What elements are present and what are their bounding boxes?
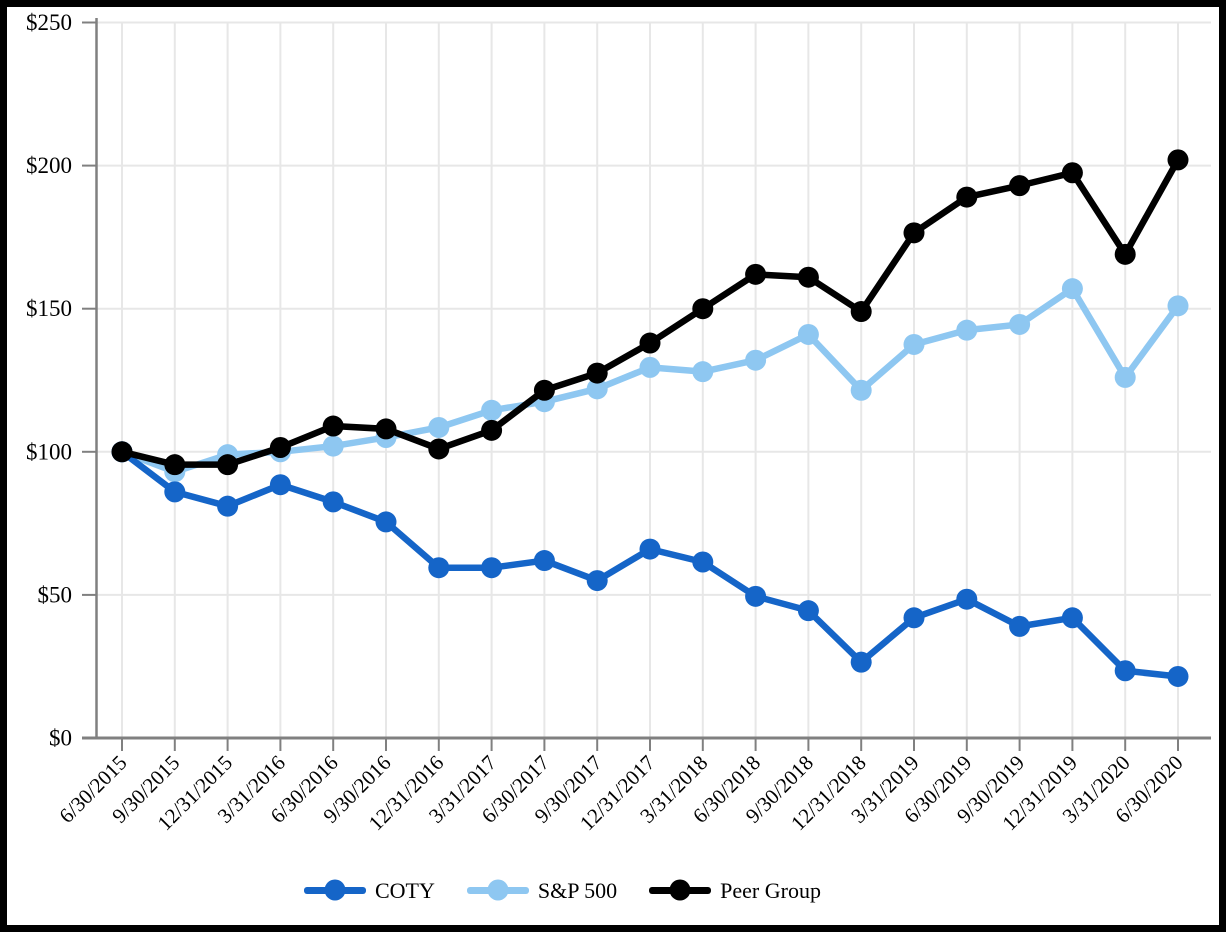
peer-group-marker [322, 415, 344, 437]
coty-marker [797, 600, 819, 622]
s-p-500-marker [956, 319, 978, 341]
peer-group-marker [269, 437, 291, 459]
peer-group-marker [111, 441, 133, 463]
coty-marker [481, 557, 503, 579]
y-tick-label: $200 [26, 153, 72, 178]
coty-marker [1061, 607, 1083, 629]
legend-label-peer-group: Peer Group [720, 878, 821, 903]
s-p-500-marker [481, 399, 503, 421]
coty-marker [850, 651, 872, 673]
s-p-500-marker [586, 378, 608, 400]
peer-group-marker-icon [669, 879, 691, 901]
y-tick-label: $100 [26, 439, 72, 464]
peer-group-line-swatch-icon [649, 879, 712, 901]
s-p-500-marker [745, 349, 767, 371]
s-p-500-marker [1009, 313, 1031, 335]
coty-marker [956, 588, 978, 610]
coty-marker [1114, 660, 1136, 682]
peer-group-marker [1114, 243, 1136, 265]
peer-group-marker [533, 379, 555, 401]
peer-group-marker [1061, 162, 1083, 184]
coty-marker [692, 551, 714, 573]
coty-marker [639, 538, 661, 560]
peer-group-marker [217, 454, 239, 476]
coty-marker [533, 550, 555, 572]
coty-marker [428, 557, 450, 579]
s-p-500-marker [1061, 278, 1083, 300]
s-p-500-marker [1167, 295, 1189, 317]
legend-item-coty: COTY [304, 878, 435, 902]
peer-group-marker [586, 362, 608, 384]
peer-group-marker [797, 266, 819, 288]
y-tick-label: $150 [26, 296, 72, 321]
s-p-500-marker [903, 333, 925, 355]
y-tick-label: $0 [49, 726, 72, 751]
coty-marker [745, 585, 767, 607]
peer-group-marker [1167, 149, 1189, 171]
s-p-500-marker [797, 323, 819, 345]
legend-label-coty: COTY [375, 878, 435, 903]
coty-marker [903, 607, 925, 629]
coty-marker-icon [324, 879, 346, 901]
peer-group-marker [428, 438, 450, 460]
chart-legend: COTY S&P 500 Peer Group [304, 878, 821, 902]
s-p-500-marker [850, 379, 872, 401]
y-tick-label: $50 [38, 582, 73, 607]
peer-group-marker [375, 418, 397, 440]
coty-marker [322, 491, 344, 513]
sp500-line-swatch-icon [466, 879, 529, 901]
legend-item-peer-group: Peer Group [649, 878, 821, 902]
s-p-500-marker [1114, 366, 1136, 388]
peer-group-marker [481, 419, 503, 441]
legend-label-sp500: S&P 500 [537, 878, 618, 903]
peer-group-marker [850, 301, 872, 323]
s-p-500-marker [322, 435, 344, 457]
coty-marker [1167, 665, 1189, 687]
peer-group-marker [639, 332, 661, 354]
coty-line-swatch-icon [304, 879, 366, 901]
peer-group-marker [164, 454, 186, 476]
s-p-500-marker [639, 356, 661, 378]
peer-group-marker [1009, 175, 1031, 197]
s-p-500-marker [692, 361, 714, 383]
s-p-500-marker [428, 416, 450, 438]
legend-item-sp500: S&P 500 [466, 878, 618, 903]
sp500-marker-icon [487, 879, 509, 901]
peer-group-marker [692, 298, 714, 320]
coty-marker [1009, 615, 1031, 637]
peer-group-marker [745, 263, 767, 285]
coty-marker [375, 511, 397, 533]
coty-marker [269, 474, 291, 496]
peer-group-marker [903, 222, 925, 244]
peer-group-marker [956, 186, 978, 208]
coty-marker [164, 481, 186, 503]
coty-marker [586, 570, 608, 592]
coty-marker [217, 495, 239, 517]
y-tick-label: $250 [26, 10, 72, 35]
